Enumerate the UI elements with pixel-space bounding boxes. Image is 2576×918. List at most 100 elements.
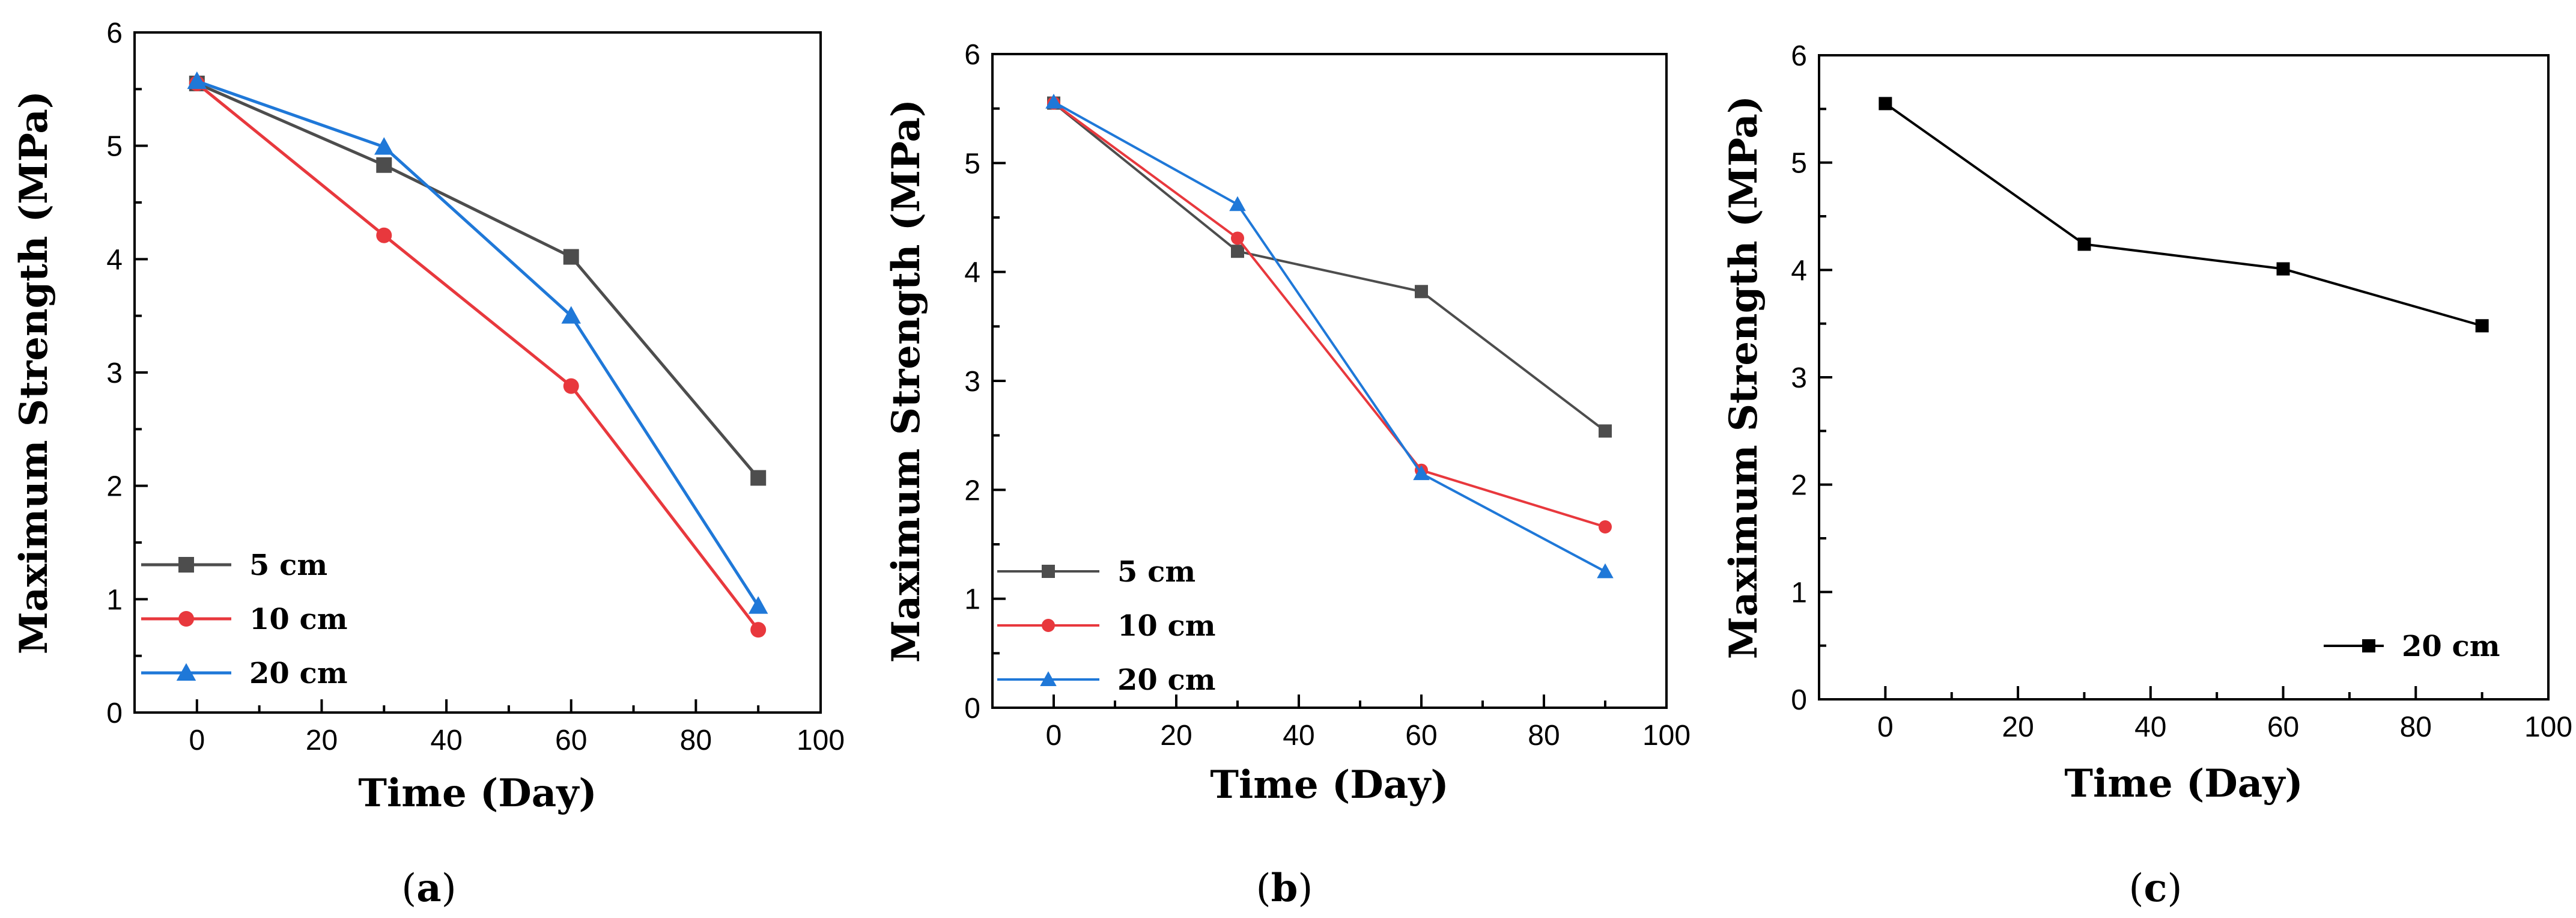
- x-tick-label: 100: [1642, 720, 1690, 752]
- data-point: [1879, 97, 1892, 111]
- legend: 5 cm 10 cm 20 cm: [141, 549, 348, 690]
- y-tick-label: 0: [1791, 684, 1807, 716]
- data-point: [1231, 231, 1244, 245]
- y-tick-label: 4: [106, 244, 123, 276]
- series-line: [1053, 102, 1606, 433]
- x-axis-title: Time (Day): [1210, 762, 1448, 807]
- data-point: [750, 470, 767, 486]
- plot-frame: [133, 31, 822, 714]
- y-tick-label: 5: [106, 131, 123, 163]
- legend-label: 20 cm: [249, 657, 348, 690]
- y-axis-title: Maximum Strength (MPa): [884, 99, 929, 663]
- panel-label: (a): [401, 866, 456, 911]
- legend-label: 20 cm: [1117, 663, 1216, 697]
- series-line: [1885, 102, 2483, 327]
- legend-marker: [1042, 565, 1055, 578]
- panel-label: (c): [2129, 866, 2183, 911]
- data-point: [563, 378, 579, 394]
- y-tick-label: 4: [1791, 255, 1807, 287]
- x-axis-title: Time (Day): [2064, 761, 2303, 806]
- series-20-cm: [187, 71, 768, 614]
- series-5-cm: [189, 75, 767, 486]
- x-tick-label: 40: [430, 725, 462, 756]
- legend-marker: [178, 557, 194, 573]
- data-point: [2475, 319, 2489, 333]
- x-tick-label: 100: [2524, 711, 2572, 743]
- panel-label: (b): [1256, 866, 1313, 911]
- data-point: [563, 249, 579, 265]
- legend-marker: [2362, 639, 2375, 652]
- y-tick-label: 0: [964, 693, 980, 725]
- y-tick-label: 3: [106, 357, 123, 389]
- legend: 20 cm: [2324, 630, 2500, 663]
- data-point: [187, 71, 207, 90]
- legend: 5 cm 10 cm 20 cm: [997, 555, 1216, 697]
- series-20-cm: [1045, 94, 1614, 579]
- chart-panel-b: 0 20 40 60 80 100 0 1 2 3 4 5 6 Time (Day) Maximum Str…: [884, 39, 1690, 911]
- y-tick-label: 1: [106, 584, 123, 616]
- y-tick-label: 4: [964, 257, 980, 289]
- data-point: [748, 596, 768, 614]
- legend-label: 20 cm: [2402, 630, 2500, 663]
- x-tick-label: 60: [2267, 711, 2299, 743]
- series-line: [196, 82, 760, 631]
- data-point: [1045, 94, 1062, 109]
- x-tick-label: 20: [1160, 720, 1192, 752]
- data-point: [376, 227, 392, 243]
- y-tick-label: 2: [1791, 470, 1807, 502]
- data-point: [1415, 285, 1428, 299]
- legend-label: 5 cm: [1117, 555, 1195, 589]
- x-tick-label: 80: [2400, 711, 2432, 743]
- x-tick-label: 0: [1877, 711, 1894, 743]
- data-point: [1599, 424, 1612, 438]
- y-tick-label: 5: [964, 148, 980, 180]
- x-tick-label: 80: [1528, 720, 1560, 752]
- legend-marker: [178, 611, 194, 627]
- x-tick-label: 80: [680, 725, 712, 756]
- legend-label: 5 cm: [249, 549, 327, 582]
- series-10-cm: [1047, 96, 1612, 533]
- data-point: [1599, 520, 1612, 533]
- x-tick-label: 40: [2134, 711, 2166, 743]
- y-tick-label: 6: [106, 17, 123, 49]
- data-point: [750, 622, 767, 638]
- data-point: [376, 157, 392, 173]
- chart-panel-a: 0 20 40 60 80 100 0 1 2 3 4 5 6 Time (Day) Maximum Str…: [11, 17, 845, 911]
- y-tick-label: 3: [1791, 362, 1807, 394]
- data-point: [1231, 245, 1244, 258]
- data-point: [2077, 237, 2091, 251]
- legend-label: 10 cm: [1117, 609, 1216, 643]
- series-line: [196, 82, 760, 479]
- data-point: [1597, 563, 1614, 579]
- x-tick-label: 0: [189, 725, 205, 756]
- x-tick-label: 100: [797, 725, 845, 756]
- plot-frame: [1818, 54, 2550, 701]
- series-line: [1053, 101, 1606, 573]
- legend-marker: [176, 663, 196, 681]
- y-tick-label: 1: [964, 584, 980, 616]
- y-tick-label: 5: [1791, 148, 1807, 180]
- y-tick-label: 6: [964, 39, 980, 71]
- series-20-cm: [1879, 97, 2489, 333]
- legend-label: 10 cm: [249, 603, 348, 636]
- chart-panel-c: 0 20 40 60 80 100 0 1 2 3 4 5 6 Time (Day) Maximum Str…: [1721, 40, 2572, 911]
- y-tick-label: 0: [106, 698, 123, 729]
- data-point: [374, 137, 394, 155]
- data-point: [1413, 465, 1430, 481]
- x-tick-label: 20: [306, 725, 338, 756]
- y-axis-title: Maximum Strength (MPa): [11, 91, 56, 654]
- y-tick-label: 3: [964, 366, 980, 398]
- y-tick-label: 1: [1791, 577, 1807, 609]
- series-line: [196, 79, 760, 607]
- y-tick-label: 2: [964, 475, 980, 506]
- series-line: [1053, 102, 1606, 528]
- x-axis-title: Time (Day): [358, 771, 597, 816]
- x-tick-label: 0: [1046, 720, 1062, 752]
- plot-frame: [991, 53, 1668, 709]
- x-tick-label: 60: [1405, 720, 1437, 752]
- data-point: [1229, 196, 1246, 211]
- x-tick-label: 20: [2002, 711, 2034, 743]
- data-point: [561, 306, 581, 324]
- y-tick-label: 2: [106, 471, 123, 503]
